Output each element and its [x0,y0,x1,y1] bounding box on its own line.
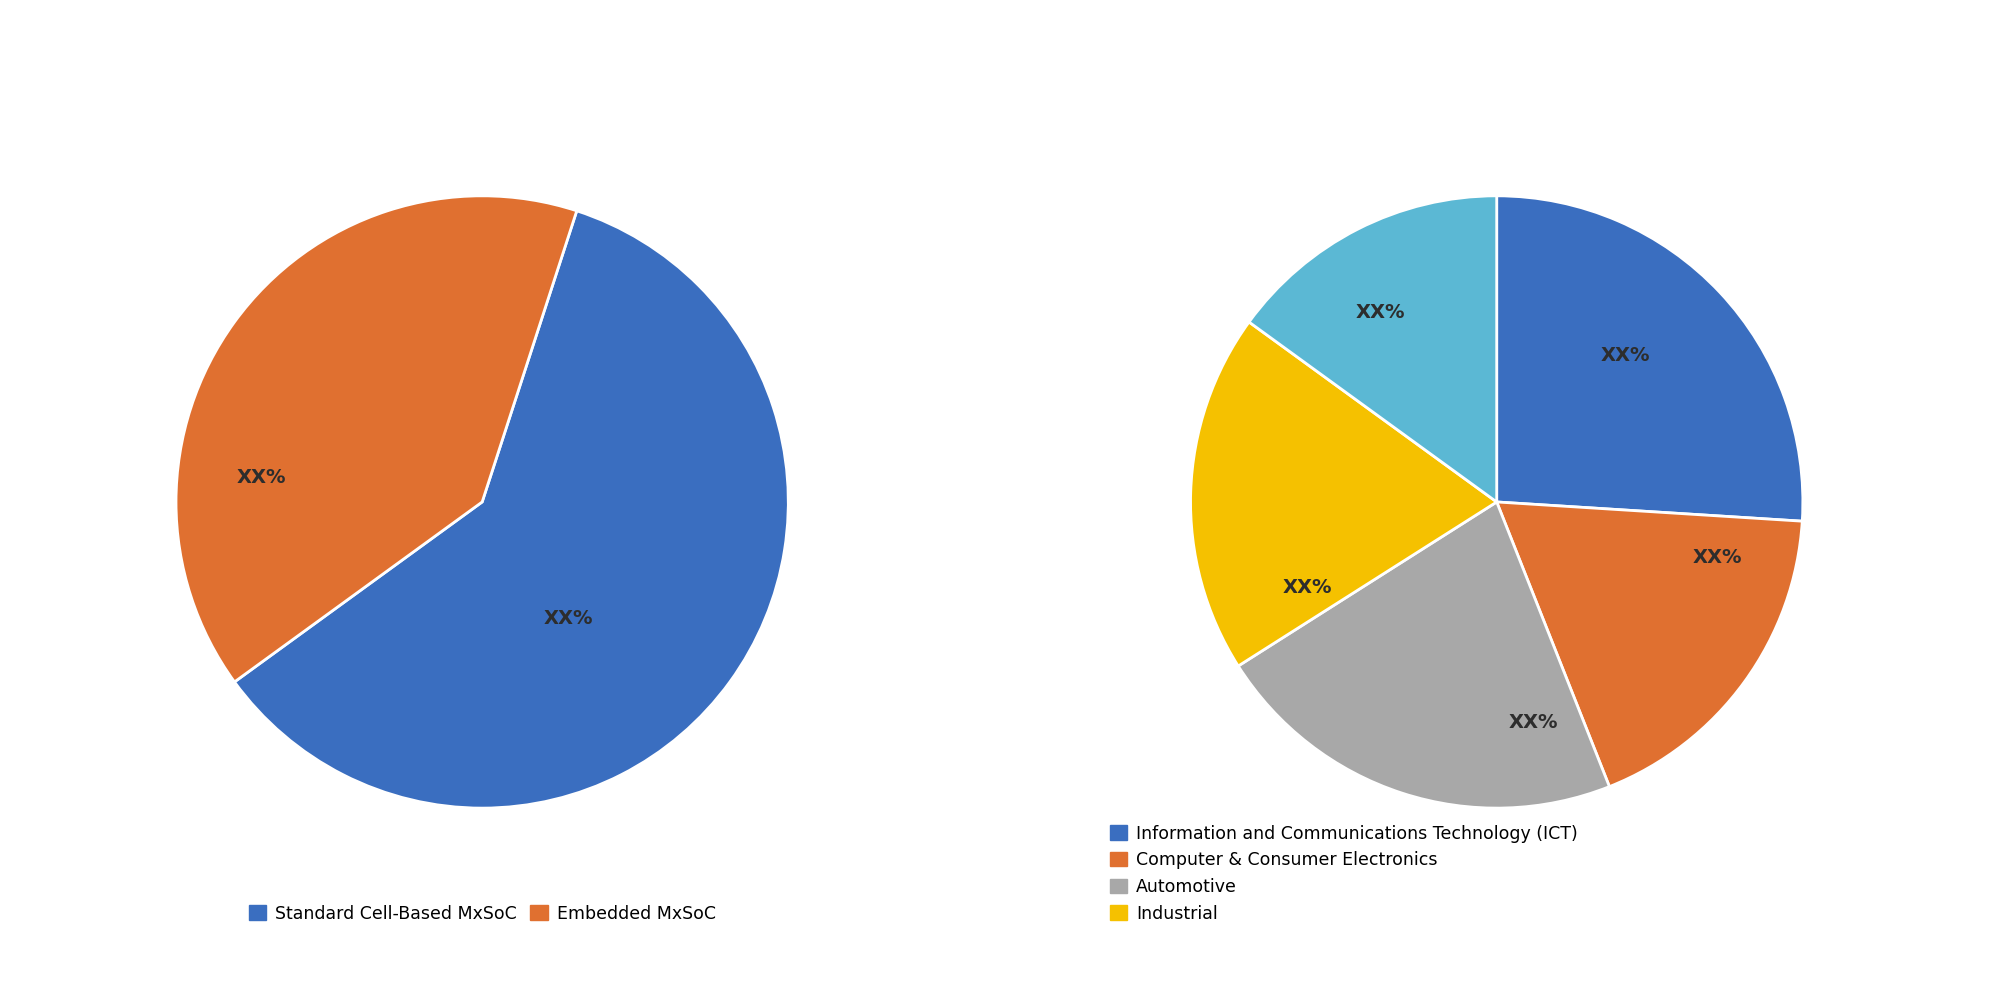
Wedge shape [1497,502,1802,786]
Text: XX%: XX% [1282,579,1332,597]
Text: XX%: XX% [1601,346,1649,365]
Text: XX%: XX% [542,608,593,628]
Wedge shape [1250,196,1497,502]
Text: Fig. Global Mixed Signal System-on-Chip (MxSoC) Market Share by Product Types & : Fig. Global Mixed Signal System-on-Chip … [295,39,1714,66]
Text: Email: sales@theindustrystats.com: Email: sales@theindustrystats.com [840,949,1169,967]
Text: XX%: XX% [1692,548,1742,567]
Legend: Standard Cell-Based MxSoC, Embedded MxSoC: Standard Cell-Based MxSoC, Embedded MxSo… [241,898,723,929]
Text: XX%: XX% [237,468,287,487]
Wedge shape [1191,322,1497,666]
Legend: Information and Communications Technology (ICT), Computer & Consumer Electronics: Information and Communications Technolog… [1103,818,1585,929]
Text: Website: www.theindustrystats.com: Website: www.theindustrystats.com [1627,949,1969,967]
Wedge shape [177,196,577,682]
Text: XX%: XX% [1356,302,1404,322]
Wedge shape [235,211,788,808]
Wedge shape [1238,502,1609,808]
Text: XX%: XX% [1509,713,1559,732]
Text: Source: Theindustrystats Analysis: Source: Theindustrystats Analysis [40,949,360,967]
Wedge shape [1497,196,1802,521]
